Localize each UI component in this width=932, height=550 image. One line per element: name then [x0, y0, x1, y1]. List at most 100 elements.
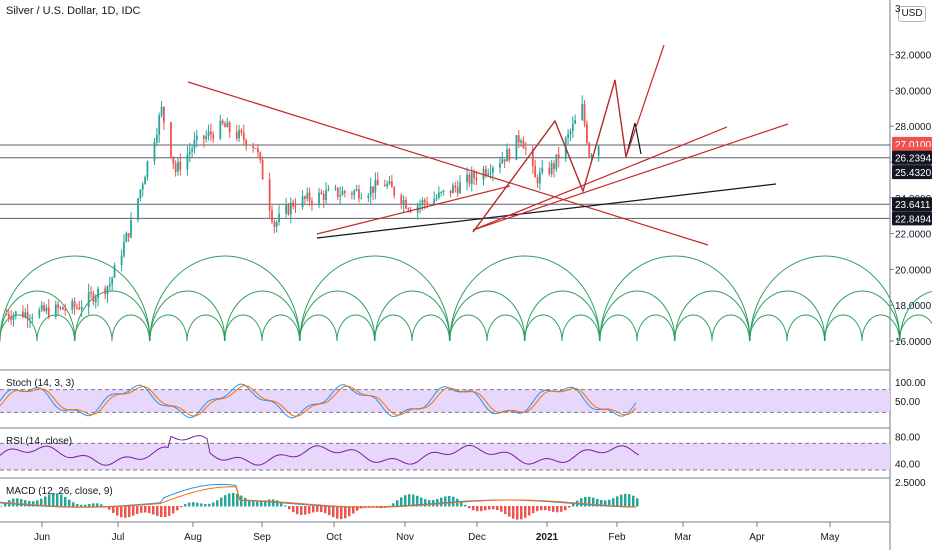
candle-body — [400, 195, 403, 205]
cycle-arcs — [0, 255, 932, 342]
candle-body — [473, 172, 475, 178]
macd-histogram-bar — [444, 496, 447, 507]
macd-histogram-bar — [328, 506, 331, 516]
candle-body — [311, 201, 313, 204]
stoch-tick-label: 100.00 — [895, 378, 926, 389]
time-axis[interactable]: Jun Jul Aug Sep Oct Nov Dec 2021 Feb Mar Apr May — [34, 522, 840, 543]
macd-histogram-bar — [188, 502, 191, 507]
candle-body — [240, 130, 243, 133]
macd-histogram-bar — [472, 506, 475, 511]
candle-body — [120, 255, 123, 265]
macd-histogram-bar — [320, 506, 323, 513]
rsi-tick-label: 40.00 — [895, 459, 920, 470]
macd-histogram-bar — [484, 506, 487, 511]
price-tick-label: 28.0000 — [895, 122, 932, 133]
macd-histogram-bar — [40, 498, 43, 507]
macd-histogram-bar — [600, 500, 603, 507]
candle-body — [590, 155, 593, 157]
rsi-pane: 80.00 40.00 — [0, 433, 920, 471]
cycle-arc — [299, 314, 338, 342]
macd-histogram-bar — [392, 503, 395, 507]
candle-body — [358, 189, 360, 199]
candle-body — [71, 301, 74, 310]
macd-histogram-bar — [92, 503, 95, 507]
currency-button[interactable]: USD — [898, 6, 926, 22]
candle-body — [123, 242, 125, 256]
macd-histogram-bar — [596, 498, 599, 507]
time-tick-label: 2021 — [536, 532, 559, 543]
candle-body — [155, 134, 158, 143]
macd-histogram-bar — [528, 506, 531, 516]
candle-body — [376, 179, 379, 186]
macd-histogram-bar — [224, 495, 227, 507]
candle-body — [61, 307, 64, 310]
macd-histogram-bar — [244, 497, 247, 507]
cycle-arc — [599, 255, 751, 342]
symbol-title[interactable]: Silver / U.S. Dollar, 1D, IDC — [6, 5, 141, 17]
candle-body — [383, 185, 386, 187]
price-tick-label: 16.0000 — [895, 337, 932, 348]
candle-body — [567, 134, 569, 138]
candle-body — [506, 149, 508, 162]
candle-body — [125, 233, 128, 243]
macd-histogram-bar — [4, 502, 7, 507]
macd-histogram-bar — [572, 503, 575, 507]
price-axis[interactable]: 16.000018.000020.000022.000024.000026.00… — [890, 4, 932, 348]
price-tick-label: 20.0000 — [895, 265, 932, 276]
cycle-arc — [674, 314, 713, 342]
candle-body — [475, 177, 478, 180]
candle-body — [292, 202, 295, 207]
stoch-label[interactable]: Stoch (14, 3, 3) — [6, 378, 75, 389]
time-tick-label: Apr — [749, 532, 765, 543]
macd-histogram-bar — [624, 493, 627, 507]
stoch-tick-label: 50.00 — [895, 397, 920, 408]
candle-body — [468, 174, 471, 184]
trend-lines[interactable] — [187, 44, 789, 246]
macd-histogram-bar — [164, 506, 167, 518]
candle-body — [367, 195, 370, 199]
candle-body — [550, 163, 553, 174]
macd-histogram-bar — [508, 506, 511, 517]
candle-body — [141, 184, 144, 190]
cycle-arc — [0, 314, 38, 342]
candle-body — [459, 182, 461, 194]
candle-body — [343, 191, 346, 194]
macd-histogram-bar — [344, 506, 347, 519]
rsi-label[interactable]: RSI (14, close) — [6, 436, 73, 447]
macd-histogram-bar — [512, 506, 515, 519]
candle-body — [186, 154, 189, 170]
macd-histogram-bar — [56, 493, 59, 507]
macd-histogram-bar — [372, 506, 375, 508]
candle-body — [487, 173, 490, 175]
candle-body — [419, 204, 421, 206]
candle-body — [195, 135, 198, 140]
macd-histogram-bar — [280, 502, 283, 507]
macd-histogram-bar — [296, 506, 299, 515]
macd-histogram-bar — [128, 506, 131, 518]
macd-histogram-bar — [336, 506, 339, 519]
candle-body — [97, 288, 99, 298]
candle-body — [24, 312, 27, 318]
macd-histogram-bar — [68, 499, 71, 507]
stoch-pane: 100.00 50.00 — [0, 378, 926, 419]
candle-body — [207, 131, 210, 136]
candle-body — [501, 159, 504, 164]
macd-histogram-bar — [64, 496, 67, 507]
macd-histogram-bar — [196, 502, 199, 507]
candle-body — [273, 221, 276, 227]
macd-histogram-bar — [60, 494, 63, 507]
macd-histogram-bar — [52, 493, 55, 507]
macd-histogram-bar — [464, 504, 467, 507]
macd-histogram-bar — [228, 493, 231, 507]
horizontal-levels — [0, 144, 890, 219]
macd-histogram-bar — [232, 492, 235, 507]
candle-body — [7, 314, 10, 318]
macd-label[interactable]: MACD (12, 26, close, 9) — [6, 486, 113, 497]
macd-histogram-bar — [616, 496, 619, 507]
macd-histogram-bar — [412, 494, 415, 507]
candle-body — [57, 304, 60, 309]
macd-histogram-bar — [424, 499, 427, 507]
candle-body — [581, 104, 584, 120]
macd-histogram-bar — [140, 506, 143, 513]
